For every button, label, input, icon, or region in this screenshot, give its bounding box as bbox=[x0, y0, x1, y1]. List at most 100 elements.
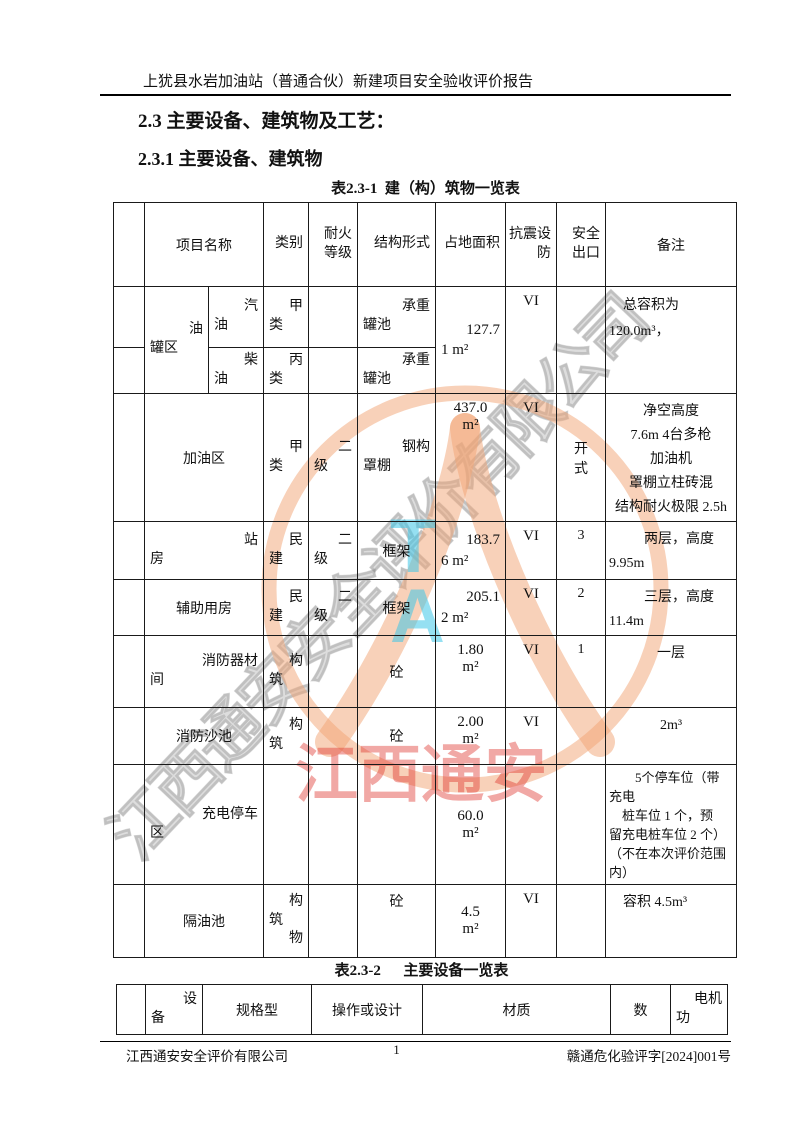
cell-structure: 砼 bbox=[357, 707, 436, 765]
cell-exits: 开 式 bbox=[556, 393, 606, 522]
cell-name: 充电停车区 bbox=[144, 764, 264, 885]
cell-name: 站房 bbox=[144, 521, 264, 580]
cell-seq bbox=[113, 347, 145, 394]
cell-structure: 框架 bbox=[357, 521, 436, 580]
cell-category: 甲类 bbox=[263, 286, 309, 348]
cell-area: 205.1 2 m² bbox=[435, 579, 506, 636]
cell-structure-header: 结构形式 bbox=[357, 202, 436, 287]
cell-seismic-header: 抗震设防 bbox=[505, 202, 557, 287]
cell-device-header: 设备 bbox=[145, 984, 203, 1035]
cell-fire bbox=[308, 884, 358, 958]
cell-category: 构筑物 bbox=[263, 884, 309, 958]
cell-fire: 二级 bbox=[308, 521, 358, 580]
cell-notes: 容积 4.5m³ bbox=[605, 884, 737, 958]
table-row: 隔油池 构筑物 砼 4.5 m² VI 容积 4.5m³ bbox=[113, 884, 737, 958]
cell-category: 民建 bbox=[263, 521, 309, 580]
buildings-table: 项目名称 类别 耐火等级 结构形式 占地面积 抗震设防 安全出口 备注 油罐区 … bbox=[113, 202, 737, 958]
table-header-row: 项目名称 类别 耐火等级 结构形式 占地面积 抗震设防 安全出口 备注 bbox=[113, 202, 737, 287]
cell-fire bbox=[308, 286, 358, 348]
cell-category: 构筑 bbox=[263, 707, 309, 765]
cell-exits-header: 安全出口 bbox=[556, 202, 606, 287]
cell-seq-header bbox=[113, 202, 145, 287]
cell-group-name: 油罐区 bbox=[144, 286, 209, 394]
cell-area: 127.7 1 m² bbox=[435, 286, 506, 394]
cell-notes: 两层，高度 9.95m bbox=[605, 521, 737, 580]
table-row: 站房 民建 二级 框架 183.7 6 m² VI 3 两层，高度 9.95m bbox=[113, 521, 737, 580]
cell-category: 丙类 bbox=[263, 347, 309, 394]
cell-seismic: VI bbox=[505, 286, 557, 394]
table-header-row: 设备 规格型 操作或设计 材质 数 电机功 bbox=[116, 984, 728, 1035]
cell-name: 消防沙池 bbox=[144, 707, 264, 765]
cell-category: 构筑 bbox=[263, 635, 309, 708]
footer-page-number: 1 bbox=[393, 1042, 400, 1057]
cell-fire bbox=[308, 764, 358, 885]
cell-name: 消防器材间 bbox=[144, 635, 264, 708]
cell-seq bbox=[113, 707, 145, 765]
cell-fire: 二级 bbox=[308, 393, 358, 522]
cell-seq-header bbox=[116, 984, 146, 1035]
cell-seq bbox=[113, 393, 145, 522]
cell-name: 汽油 bbox=[208, 286, 264, 348]
cell-name: 柴油 bbox=[208, 347, 264, 394]
cell-notes: 总容积为 120.0m³， bbox=[605, 286, 737, 394]
cell-structure: 承重 罐池 bbox=[357, 347, 436, 394]
cell-exits: 2 bbox=[556, 579, 606, 636]
table1-title: 表2.3-1 建（构）筑物一览表 bbox=[331, 181, 520, 197]
footer-rule bbox=[100, 1041, 731, 1042]
cell-motor-header: 电机功 bbox=[670, 984, 728, 1035]
cell-structure: 承重 罐池 bbox=[357, 286, 436, 348]
report-header-title: 上犹县水岩加油站（普通合伙）新建项目安全验收评价报告 bbox=[143, 74, 534, 90]
table-row: 充电停车区 60.0 m² 5个停车位（带 充电 桩车位 1 个，预 留充电桩车… bbox=[113, 764, 737, 885]
cell-category-header: 类别 bbox=[263, 202, 309, 287]
cell-material-header: 材质 bbox=[422, 984, 611, 1035]
cell-exits bbox=[556, 764, 606, 885]
cell-fire bbox=[308, 635, 358, 708]
cell-structure: 钢构 罩棚 bbox=[357, 393, 436, 522]
cell-name: 隔油池 bbox=[144, 884, 264, 958]
table-row: 消防器材间 构筑 砼 1.80 m² VI 1 一层 bbox=[113, 635, 737, 708]
cell-structure: 砼 bbox=[357, 884, 436, 958]
cell-notes: 净空高度 7.6m 4台多枪 加油机 罩棚立柱砖混 结构耐火极限 2.5h bbox=[605, 393, 737, 522]
cell-area: 4.5 m² bbox=[435, 884, 506, 958]
cell-seq bbox=[113, 764, 145, 885]
cell-structure: 框架 bbox=[357, 579, 436, 636]
cell-name-header: 项目名称 bbox=[144, 202, 264, 287]
table-row: 油罐区 汽油 甲类 承重 罐池 127.7 1 m² VI 总容积为 120.0m³… bbox=[113, 286, 737, 394]
cell-exits bbox=[556, 884, 606, 958]
header-rule bbox=[100, 94, 731, 96]
cell-seq bbox=[113, 521, 145, 580]
cell-seismic: VI bbox=[505, 635, 557, 708]
cell-seq bbox=[113, 286, 145, 348]
table-row: 加油区 甲类 二级 钢构 罩棚 437.0 m² VI 开 式 净空高度 7.6m… bbox=[113, 393, 737, 522]
cell-area-header: 占地面积 bbox=[435, 202, 506, 287]
table-row: 辅助用房 民建 二级 框架 205.1 2 m² VI 2 三层，高度 11.4m bbox=[113, 579, 737, 636]
cell-area: 183.7 6 m² bbox=[435, 521, 506, 580]
cell-operation-header: 操作或设计 bbox=[311, 984, 423, 1035]
footer-company: 江西通安安全评价有限公司 bbox=[126, 1049, 288, 1064]
cell-category: 甲类 bbox=[263, 393, 309, 522]
equipment-table: 设备 规格型 操作或设计 材质 数 电机功 bbox=[116, 984, 728, 1035]
cell-exits: 1 bbox=[556, 635, 606, 708]
cell-name: 辅助用房 bbox=[144, 579, 264, 636]
cell-seismic: VI bbox=[505, 707, 557, 765]
cell-category bbox=[263, 764, 309, 885]
subsection-heading: 2.3.1 主要设备、建筑物 bbox=[138, 149, 323, 169]
cell-seq bbox=[113, 884, 145, 958]
cell-seq bbox=[113, 635, 145, 708]
section-heading: 2.3 主要设备、建筑物及工艺： bbox=[138, 111, 395, 132]
cell-name: 加油区 bbox=[144, 393, 264, 522]
cell-notes: 5个停车位（带 充电 桩车位 1 个，预 留充电桩车位 2 个） （不在本次评价… bbox=[605, 764, 737, 885]
cell-area: 437.0 m² bbox=[435, 393, 506, 522]
cell-seismic: VI bbox=[505, 521, 557, 580]
footer-doc-number: 赣通危化验评字[2024]001号 bbox=[566, 1049, 731, 1064]
cell-notes: 一层 bbox=[605, 635, 737, 708]
cell-seq bbox=[113, 579, 145, 636]
cell-fire bbox=[308, 347, 358, 394]
cell-notes-header: 备注 bbox=[605, 202, 737, 287]
cell-fire: 二级 bbox=[308, 579, 358, 636]
cell-fire-header: 耐火等级 bbox=[308, 202, 358, 287]
table-row: 柴油 丙类 承重 罐池 bbox=[113, 347, 737, 394]
table2-title: 表2.3-2 主要设备一览表 bbox=[334, 963, 509, 979]
cell-seismic: VI bbox=[505, 884, 557, 958]
